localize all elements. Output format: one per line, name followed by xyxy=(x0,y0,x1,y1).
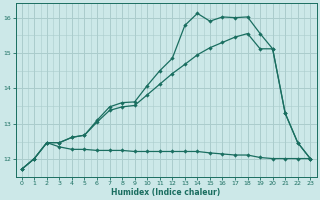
X-axis label: Humidex (Indice chaleur): Humidex (Indice chaleur) xyxy=(111,188,221,197)
